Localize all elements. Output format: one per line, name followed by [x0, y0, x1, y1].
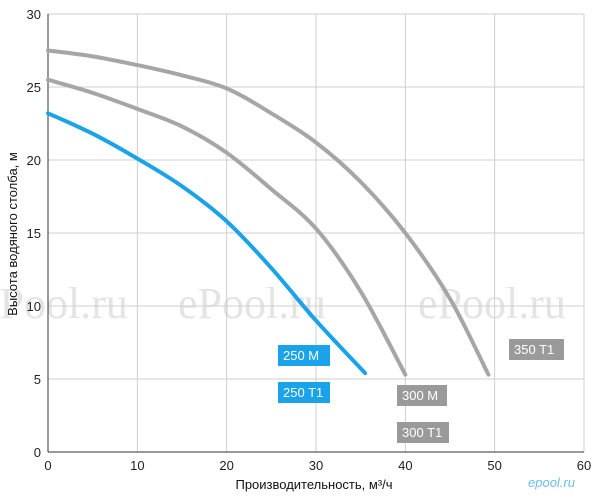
curve-labels: 250 M 250 T1 300 M 300 T1 350 T1 [278, 339, 564, 443]
curve-label-0: 250 M [278, 345, 330, 366]
x-axis-title: Производительность, м³/ч [235, 477, 392, 492]
x-tick-label-1: 10 [130, 458, 144, 473]
curve-label-text: 250 M [283, 348, 319, 363]
curve-label-3: 300 T1 [397, 422, 449, 443]
watermark-text-0: ePool.ru [0, 279, 128, 328]
x-tick-label-6: 60 [577, 458, 591, 473]
x-tick-label-3: 30 [309, 458, 323, 473]
y-tick-label-6: 30 [27, 7, 41, 22]
curve-label-text: 250 T1 [283, 385, 323, 400]
brand-logo-text: epool.ru [528, 475, 575, 490]
y-tick-label-0: 0 [34, 445, 41, 460]
y-tick-label-4: 20 [27, 153, 41, 168]
x-tick-label-0: 0 [44, 458, 51, 473]
y-tick-label-3: 15 [27, 226, 41, 241]
series-line-0 [46, 111, 368, 376]
series-line-1 [46, 77, 408, 377]
curve-label-box [278, 382, 330, 403]
curve-label-1: 250 T1 [278, 382, 330, 403]
curve-label-text: 300 T1 [402, 425, 442, 440]
series-lines [46, 48, 491, 377]
curve-label-2: 300 M [397, 385, 447, 406]
y-tick-label-1: 5 [34, 372, 41, 387]
curve-label-box [397, 385, 447, 406]
y-axis-title: Высота водяного столба, м [5, 152, 20, 316]
curve-label-box [397, 422, 449, 443]
y-tick-label-5: 25 [27, 80, 41, 95]
series-line-2 [46, 48, 491, 377]
curve-label-box [278, 345, 330, 366]
curve-label-text: 350 T1 [514, 342, 554, 357]
x-tick-label-5: 50 [487, 458, 501, 473]
curve-label-box [509, 339, 564, 360]
tick-labels: 0 10 20 30 40 50 60 0 5 10 15 20 25 30 [27, 7, 592, 473]
curve-label-4: 350 T1 [509, 339, 564, 360]
x-tick-label-2: 20 [219, 458, 233, 473]
y-tick-label-2: 10 [27, 299, 41, 314]
curve-label-text: 300 M [402, 388, 438, 403]
x-tick-label-4: 40 [398, 458, 412, 473]
axes [47, 14, 584, 453]
